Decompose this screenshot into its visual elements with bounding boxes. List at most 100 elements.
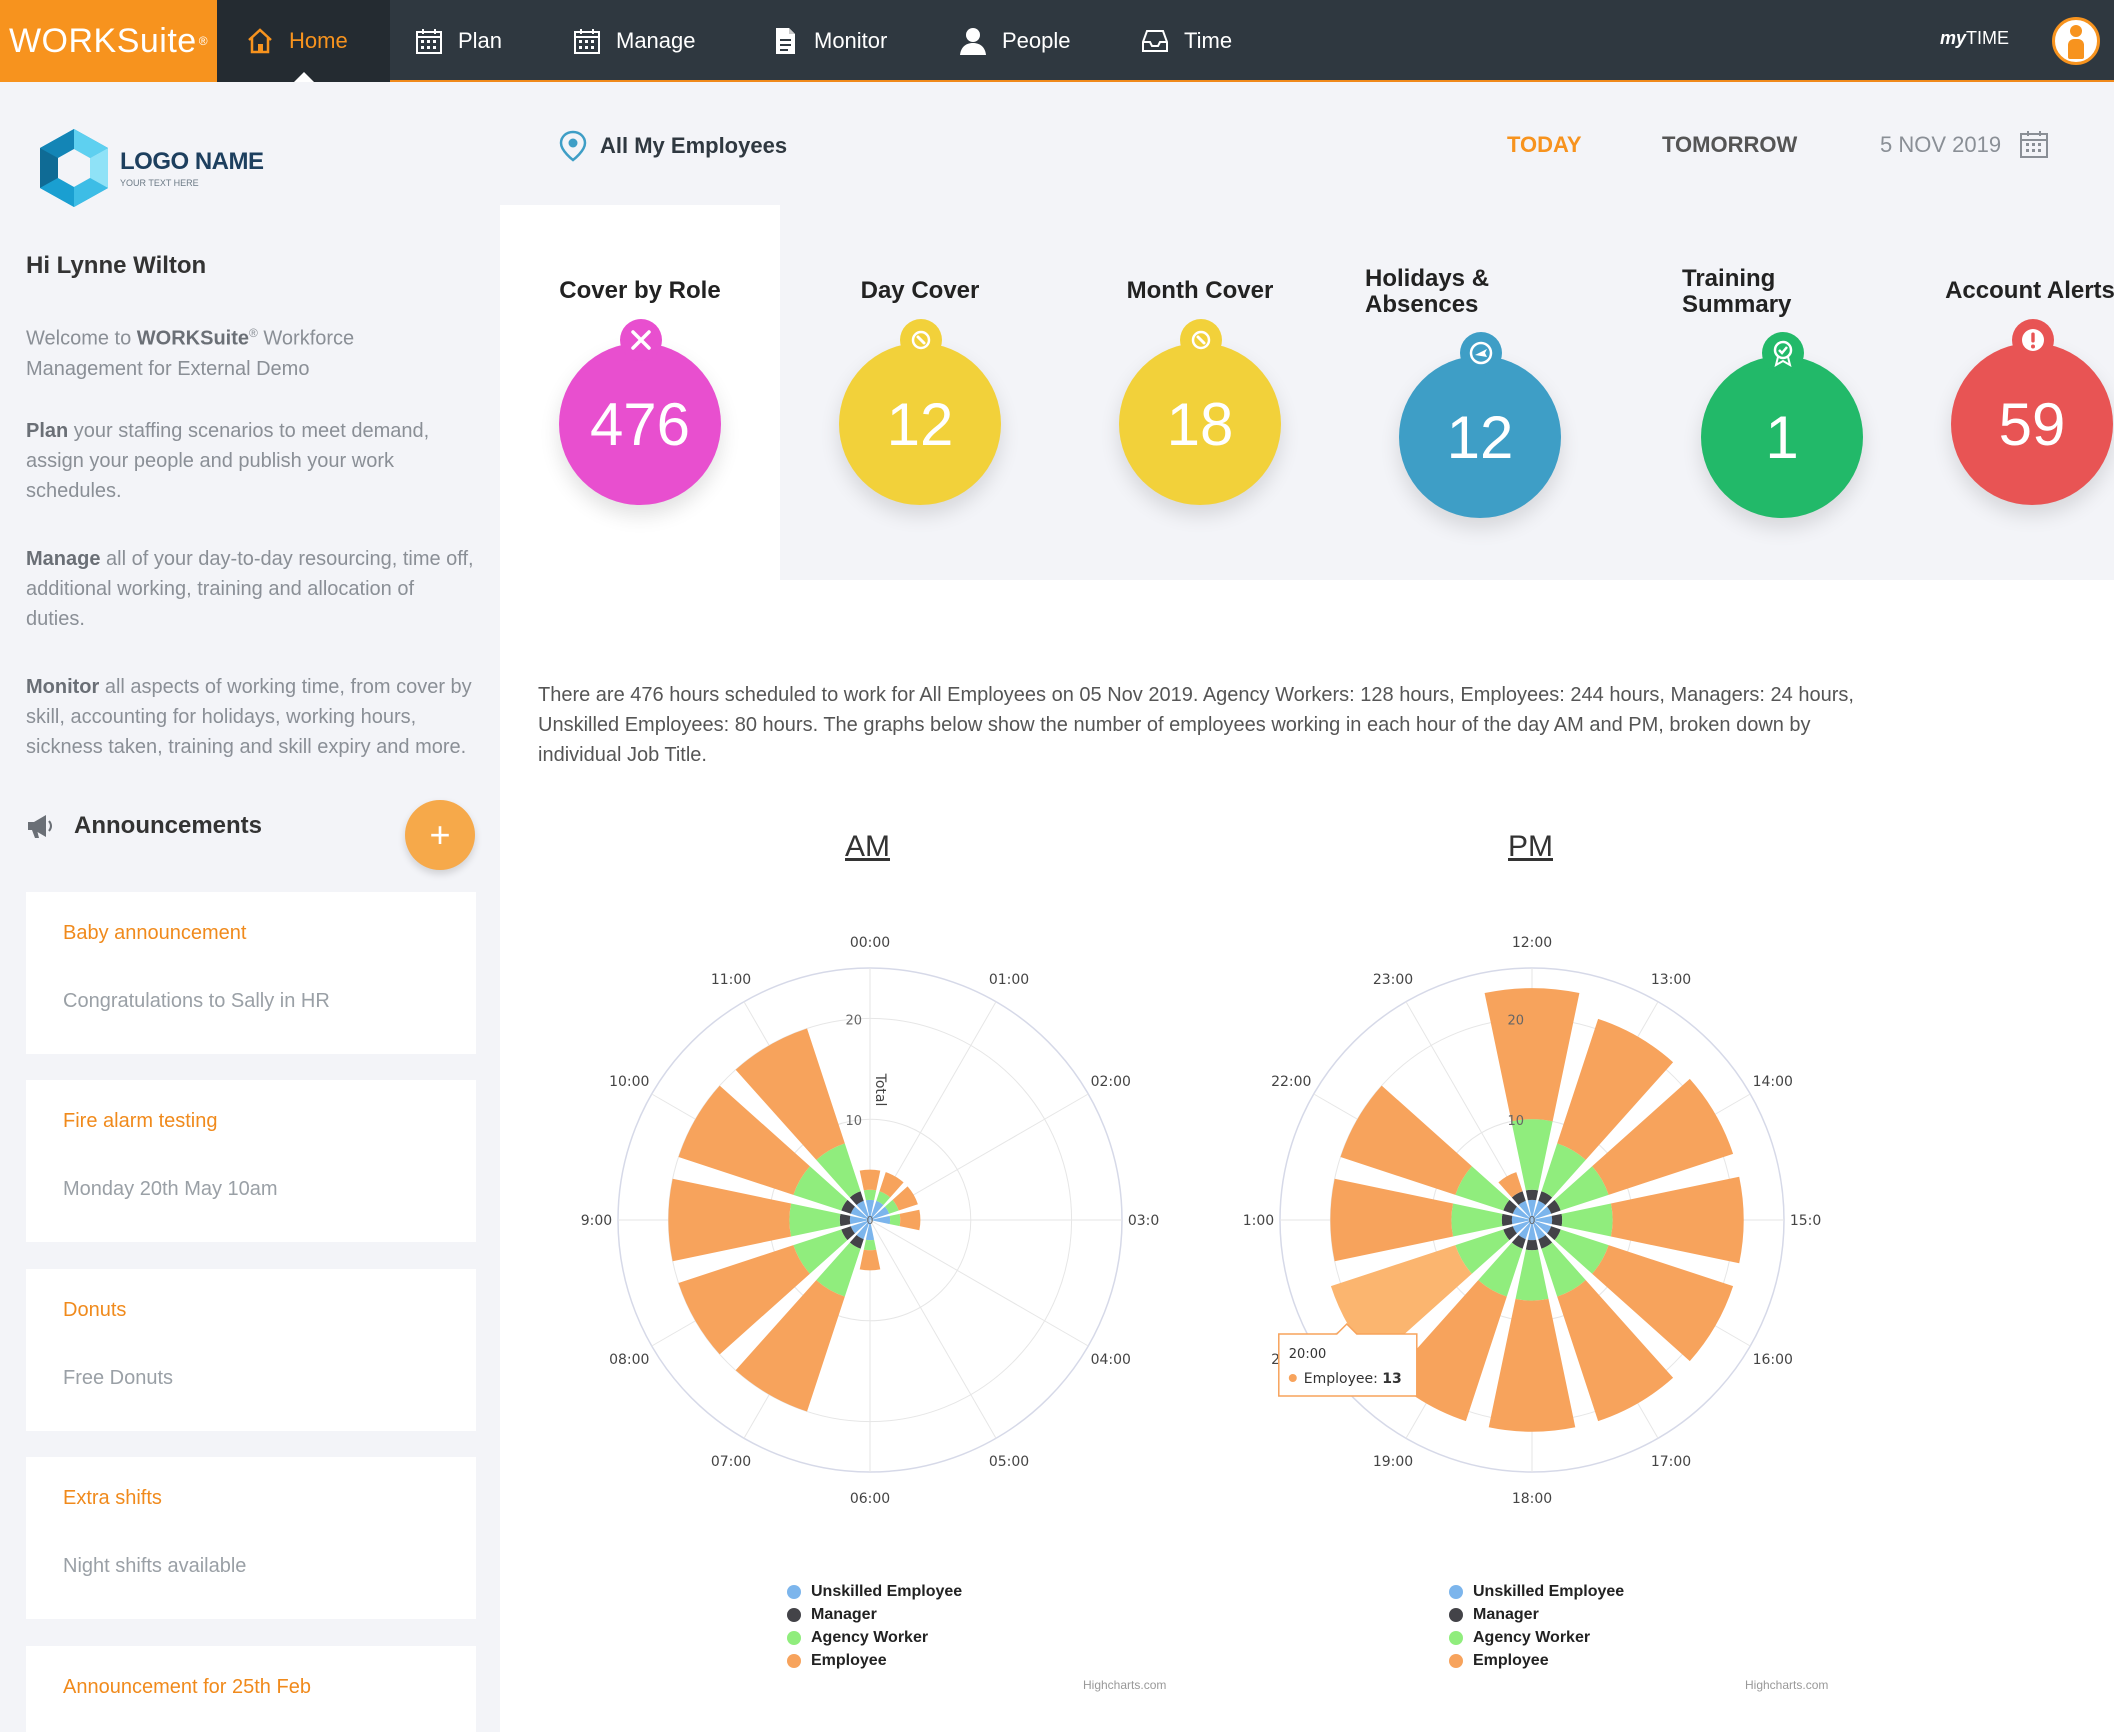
employee-filter[interactable]: All My Employees [558, 130, 787, 162]
announcement-card[interactable]: Fire alarm testing Monday 20th May 10am [26, 1080, 476, 1242]
brand-logo[interactable]: WORKSuite ® [0, 0, 217, 82]
polar-column-segment[interactable] [1527, 1220, 1537, 1241]
nav-plan[interactable]: Plan [414, 0, 502, 82]
polar-column-segment[interactable] [1451, 1203, 1503, 1237]
polar-column-segment[interactable] [849, 1235, 864, 1249]
polar-column-segment[interactable] [849, 1191, 864, 1205]
polar-column-segment[interactable] [870, 1200, 884, 1220]
mytime-link[interactable]: myTIME [1940, 28, 2009, 49]
polar-column-segment[interactable] [1515, 1249, 1549, 1301]
polar-column-segment[interactable] [1532, 1220, 1552, 1234]
announcement-card[interactable]: Announcement for 25th Feb [26, 1646, 476, 1732]
polar-column-segment[interactable] [1554, 1229, 1609, 1274]
polar-column-segment[interactable] [839, 1213, 851, 1227]
polar-column-segment[interactable] [1541, 1143, 1586, 1198]
polar-column-segment[interactable] [1527, 1199, 1537, 1220]
announcement-card[interactable]: Extra shifts Night shifts available [26, 1457, 476, 1619]
kpi-day-cover[interactable]: Day Cover [800, 278, 1040, 304]
polar-column-segment[interactable] [841, 1226, 855, 1241]
kpi-value-circle[interactable]: 12 [1399, 356, 1561, 518]
kpi-value-circle[interactable]: 12 [839, 343, 1001, 505]
kpi-account-alerts[interactable]: Account Alerts [1930, 278, 2114, 304]
polar-column-segment[interactable] [1532, 1200, 1546, 1220]
polar-column-segment[interactable] [1525, 1189, 1539, 1201]
polar-column-segment[interactable] [899, 1209, 921, 1231]
polar-column-segment[interactable] [865, 1220, 875, 1241]
announcement-card[interactable]: Donuts Free Donuts [26, 1269, 476, 1431]
announcement-card[interactable]: Baby announcement Congratulations to Sal… [26, 892, 476, 1054]
polar-column-segment[interactable] [1518, 1220, 1532, 1240]
polar-column-segment[interactable] [816, 1242, 861, 1297]
polar-column-segment[interactable] [1390, 1280, 1507, 1422]
legend-item[interactable]: Unskilled Employee [787, 1580, 962, 1603]
polar-column-segment[interactable] [1478, 1242, 1523, 1297]
polar-column-segment[interactable] [1512, 1206, 1532, 1220]
polar-column-segment[interactable] [1503, 1199, 1517, 1214]
polar-column-segment[interactable] [863, 1189, 877, 1201]
polar-column-segment[interactable] [1547, 1226, 1561, 1241]
legend-item[interactable]: Agency Worker [787, 1626, 962, 1649]
polar-column-segment[interactable] [1512, 1220, 1532, 1234]
polar-column-segment[interactable] [850, 1206, 870, 1220]
polar-column-segment[interactable] [735, 1280, 845, 1412]
polar-column-segment[interactable] [1488, 1298, 1576, 1432]
am-chart-credits[interactable]: Highcharts.com [1083, 1678, 1167, 1692]
kpi-value-circle[interactable]: 18 [1119, 343, 1281, 505]
legend-item[interactable]: Unskilled Employee [1449, 1580, 1624, 1603]
polar-column-segment[interactable] [1455, 1166, 1510, 1211]
polar-column-segment[interactable] [789, 1203, 841, 1237]
polar-column-segment[interactable] [816, 1143, 861, 1198]
polar-column-segment[interactable] [863, 1239, 877, 1251]
polar-column-segment[interactable] [1511, 1191, 1526, 1205]
polar-column-segment[interactable] [1511, 1235, 1526, 1249]
kpi-holidays-absences[interactable]: Holidays & Absences [1365, 266, 1605, 318]
polar-column-segment[interactable] [849, 1215, 870, 1225]
polar-column-segment[interactable] [735, 1028, 845, 1160]
polar-column-segment[interactable] [1561, 1203, 1613, 1237]
polar-column-segment[interactable] [793, 1166, 848, 1211]
polar-column-segment[interactable] [1532, 1220, 1546, 1240]
polar-column-segment[interactable] [793, 1229, 848, 1274]
polar-column-segment[interactable] [1501, 1213, 1513, 1227]
nav-manage[interactable]: Manage [572, 0, 696, 82]
tomorrow-button[interactable]: TOMORROW [1662, 132, 1798, 157]
polar-column-segment[interactable] [678, 1245, 810, 1355]
user-avatar[interactable] [2052, 17, 2100, 65]
polar-column-segment[interactable] [870, 1206, 890, 1220]
nav-people[interactable]: People [958, 0, 1071, 82]
polar-column-segment[interactable] [1592, 1245, 1734, 1362]
selected-date[interactable]: 5 NOV 2019 [1880, 132, 2002, 157]
polar-column-segment[interactable] [1525, 1239, 1539, 1251]
polar-column-segment[interactable] [876, 1191, 891, 1205]
polar-column-segment[interactable] [856, 1220, 870, 1240]
polar-column-segment[interactable] [1592, 1078, 1734, 1195]
polar-column-segment[interactable] [1511, 1119, 1553, 1191]
polar-column-segment[interactable] [870, 1215, 891, 1225]
legend-item[interactable]: Agency Worker [1449, 1626, 1624, 1649]
polar-column-segment[interactable] [1551, 1213, 1563, 1227]
polar-column-segment[interactable] [1538, 1235, 1553, 1249]
polar-column-segment[interactable] [1557, 1280, 1674, 1422]
polar-column-segment[interactable] [856, 1200, 870, 1220]
legend-item[interactable]: Employee [1449, 1649, 1624, 1672]
polar-column-segment[interactable] [678, 1085, 810, 1195]
nav-monitor[interactable]: Monitor [770, 0, 887, 82]
polar-column-segment[interactable] [1511, 1215, 1532, 1225]
today-button[interactable]: TODAY [1507, 132, 1582, 157]
nav-home[interactable]: Home [217, 0, 390, 82]
polar-column-segment[interactable] [1554, 1166, 1609, 1211]
calendar-icon[interactable] [2018, 128, 2050, 160]
legend-item[interactable]: Manager [787, 1603, 962, 1626]
polar-column-segment[interactable] [1330, 1178, 1454, 1262]
kpi-month-cover[interactable]: Month Cover [1080, 278, 1320, 304]
kpi-value-circle[interactable]: 1 [1701, 356, 1863, 518]
kpi-value-circle[interactable]: 476 [559, 343, 721, 505]
polar-column-segment[interactable] [879, 1172, 904, 1198]
polar-column-segment[interactable] [1340, 1085, 1472, 1195]
polar-column-segment[interactable] [859, 1169, 881, 1191]
polar-column-segment[interactable] [668, 1178, 792, 1262]
polar-column-segment[interactable] [1532, 1215, 1553, 1225]
polar-column-segment[interactable] [1518, 1200, 1532, 1220]
polar-column-segment[interactable] [1610, 1176, 1744, 1264]
polar-column-segment[interactable] [1532, 1206, 1552, 1220]
